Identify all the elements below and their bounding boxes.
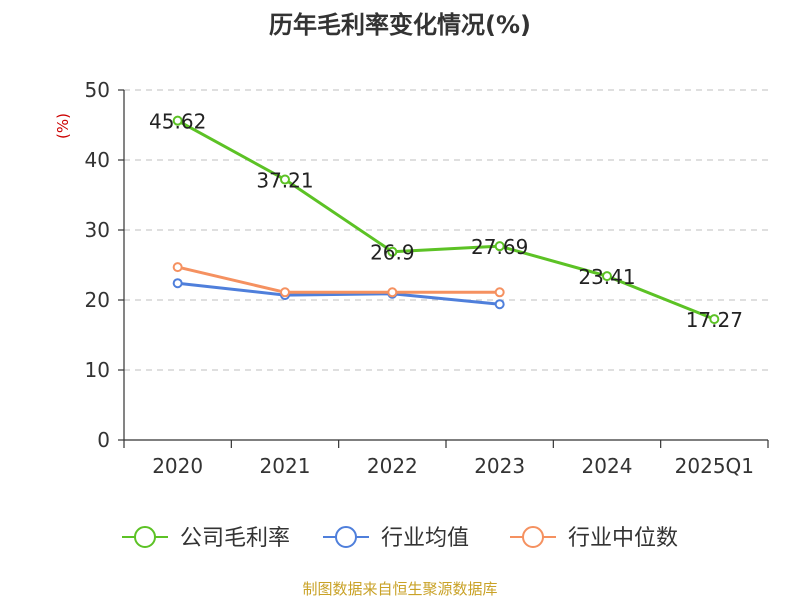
data-label-layer: 45.62 37.21 26.9 27.69 23.41 17.27 (149, 110, 743, 332)
data-label: 27.69 (471, 235, 528, 259)
legend-label: 行业中位数 (568, 526, 678, 551)
data-point (494, 287, 505, 298)
chart-title: 历年毛利率变化情况(%) (269, 11, 531, 39)
series-layer (172, 115, 720, 325)
data-label: 37.21 (256, 169, 313, 193)
legend-marker (134, 526, 156, 548)
data-label: 45.62 (149, 110, 206, 134)
grid-layer (124, 89, 768, 371)
data-label: 23.41 (578, 265, 635, 289)
x-tick-label: 2021 (260, 454, 311, 478)
series-line (177, 281, 500, 306)
x-tick-label: 2022 (367, 454, 418, 478)
data-point (172, 115, 183, 126)
data-label: 17.27 (686, 308, 743, 332)
data-point (387, 246, 398, 257)
legend-item[interactable]: 行业中位数 (510, 526, 678, 551)
x-tick-label: 2024 (582, 454, 633, 478)
data-label: 26.9 (370, 241, 415, 265)
data-point (709, 314, 720, 325)
y-tick-label: 10 (85, 358, 110, 382)
x-tick-label: 2025Q1 (675, 454, 754, 478)
data-point (602, 271, 612, 282)
x-tick-label: 2023 (474, 454, 525, 478)
legend-item[interactable]: 公司毛利率 (122, 526, 290, 551)
series-line (177, 265, 500, 294)
source-note: 制图数据来自恒生聚源数据库 (302, 580, 497, 598)
data-point (280, 174, 290, 185)
y-tick-label: 50 (85, 78, 110, 102)
y-tick-label: 30 (85, 218, 110, 242)
axis-layer: 0 10 20 30 40 50 2020 2021 2022 2023 2024 2025Q1 (85, 78, 769, 478)
data-point (494, 241, 505, 252)
series-line (176, 119, 715, 321)
legend-label: 行业均值 (381, 526, 469, 551)
legend-item[interactable]: 行业均值 (323, 526, 469, 551)
data-point (494, 299, 505, 310)
data-point (387, 287, 398, 298)
data-point (172, 278, 183, 289)
legend-marker (522, 526, 544, 548)
y-tick-label: 0 (97, 428, 110, 452)
legend-label: 公司毛利率 (180, 526, 290, 551)
data-point (280, 287, 290, 298)
y-tick-label: 40 (85, 148, 110, 172)
y-axis-label: (%) (54, 113, 72, 139)
y-tick-label: 20 (85, 288, 110, 312)
data-point (172, 262, 183, 273)
legend[interactable]: 公司毛利率 行业均值 行业中位数 (122, 526, 678, 551)
x-tick-label: 2020 (152, 454, 203, 478)
legend-marker (335, 526, 357, 548)
